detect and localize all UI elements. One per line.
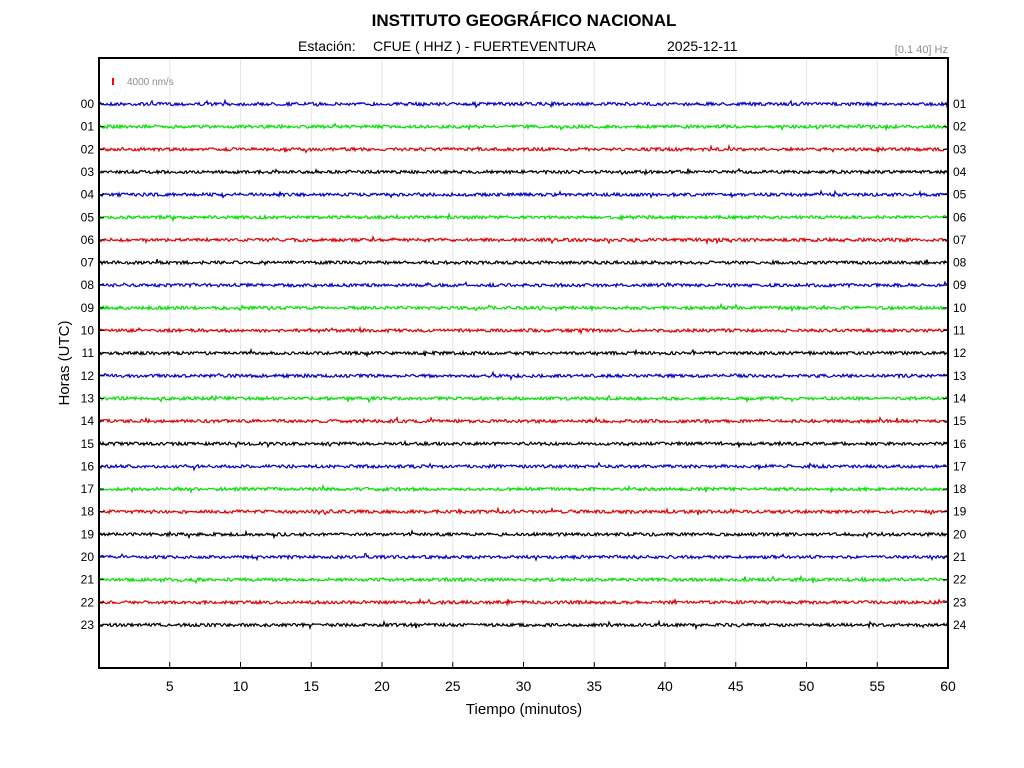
seismic-traces	[98, 98, 949, 631]
station-prefix: Estación:	[298, 38, 356, 54]
trace-15	[98, 439, 949, 449]
hour-label-right: 06	[953, 210, 967, 224]
x-tick-label: 50	[799, 678, 815, 694]
hour-label-left: 13	[81, 391, 95, 405]
left-hour-labels: 00 01 02 03 04 05 06 07 08 09 10 11 12 13 14 15 16 17 18 19…	[81, 97, 104, 632]
hour-label-right: 16	[953, 437, 967, 451]
trace-19	[98, 529, 949, 540]
hour-label-left: 10	[81, 324, 95, 338]
trace-07	[98, 258, 949, 267]
hour-label-right: 13	[953, 369, 967, 383]
station-name: CFUE ( HHZ ) - FUERTEVENTURA	[373, 38, 597, 54]
hour-label-right: 11	[953, 324, 966, 338]
hour-label-left: 07	[81, 256, 95, 270]
x-tick-label: 25	[445, 678, 461, 694]
hour-label-right: 07	[953, 233, 967, 247]
trace-01	[98, 122, 949, 132]
hour-label-left: 11	[82, 346, 95, 360]
x-axis-ticks: 5 10 15 20 25 30 35 40 45 50 55 60	[166, 662, 956, 694]
hour-label-left: 02	[81, 142, 95, 156]
hour-label-left: 09	[81, 301, 95, 315]
chart-title: INSTITUTO GEOGRÁFICO NACIONAL	[372, 11, 677, 30]
right-hour-labels: 01 02 03 04 05 06 07 08 09 10 11 12 13 14 15 16 17 18 19 20…	[943, 97, 967, 632]
hour-label-right: 17	[953, 459, 967, 473]
hour-label-left: 19	[81, 527, 95, 541]
x-tick-label: 10	[233, 678, 249, 694]
trace-12	[98, 370, 949, 382]
x-tick-label: 5	[166, 678, 174, 694]
hour-label-left: 22	[81, 595, 95, 609]
hour-label-left: 08	[81, 278, 95, 292]
trace-13	[98, 394, 949, 404]
hour-label-right: 09	[953, 278, 967, 292]
hour-label-right: 22	[953, 573, 967, 587]
y-axis-label: Horas (UTC)	[56, 320, 73, 405]
trace-21	[98, 574, 949, 585]
x-tick-label: 45	[728, 678, 744, 694]
x-tick-label: 55	[869, 678, 885, 694]
hour-label-right: 18	[953, 482, 967, 496]
hour-label-left: 23	[81, 618, 95, 632]
trace-18	[98, 506, 949, 516]
hour-label-left: 16	[81, 459, 95, 473]
trace-22	[98, 597, 949, 607]
hour-label-right: 14	[953, 391, 967, 405]
hour-label-left: 01	[81, 120, 95, 134]
trace-20	[98, 552, 949, 562]
x-tick-label: 60	[940, 678, 956, 694]
trace-23	[98, 619, 949, 631]
trace-02	[98, 143, 949, 154]
x-tick-label: 15	[303, 678, 319, 694]
trace-09	[98, 302, 949, 313]
hour-label-left: 20	[81, 550, 95, 564]
hour-label-left: 05	[81, 210, 95, 224]
grid-lines	[169, 58, 878, 668]
hour-label-right: 10	[953, 301, 967, 315]
x-tick-label: 35	[586, 678, 602, 694]
trace-17	[98, 483, 949, 494]
trace-03	[98, 167, 949, 177]
trace-16	[98, 461, 949, 472]
hour-label-left: 03	[81, 165, 95, 179]
hour-label-right: 19	[953, 505, 967, 519]
hour-label-left: 12	[81, 369, 95, 383]
trace-05	[98, 211, 949, 223]
record-date: 2025-12-11	[667, 38, 738, 54]
hour-label-right: 12	[953, 346, 967, 360]
hour-label-right: 23	[953, 595, 967, 609]
x-tick-label: 20	[374, 678, 390, 694]
hour-label-left: 18	[81, 505, 95, 519]
hour-label-right: 24	[953, 618, 967, 632]
trace-11	[98, 347, 949, 358]
hour-label-right: 03	[953, 142, 967, 156]
hour-label-right: 21	[953, 550, 967, 564]
hour-label-right: 05	[953, 188, 967, 202]
trace-00	[98, 98, 949, 109]
hour-label-left: 15	[81, 437, 95, 451]
trace-14	[98, 415, 949, 425]
scale-label: 4000 nm/s	[127, 77, 174, 88]
hour-label-right: 08	[953, 256, 967, 270]
hour-label-right: 04	[953, 165, 967, 179]
trace-04	[98, 189, 949, 199]
hour-label-right: 01	[953, 97, 967, 111]
trace-06	[98, 234, 949, 246]
hour-label-left: 14	[81, 414, 95, 428]
trace-10	[98, 325, 949, 336]
hour-label-left: 06	[81, 233, 95, 247]
hour-label-right: 02	[953, 120, 967, 134]
hour-label-left: 00	[81, 97, 95, 111]
x-tick-label: 40	[657, 678, 673, 694]
hour-label-right: 20	[953, 527, 967, 541]
hour-label-left: 04	[81, 188, 95, 202]
x-axis-label: Tiempo (minutos)	[466, 701, 582, 718]
hour-label-left: 21	[81, 573, 95, 587]
filter-band: [0.1 40] Hz	[895, 44, 948, 56]
trace-08	[98, 280, 949, 289]
x-tick-label: 30	[516, 678, 532, 694]
hour-label-right: 15	[953, 414, 967, 428]
hour-label-left: 17	[81, 482, 95, 496]
